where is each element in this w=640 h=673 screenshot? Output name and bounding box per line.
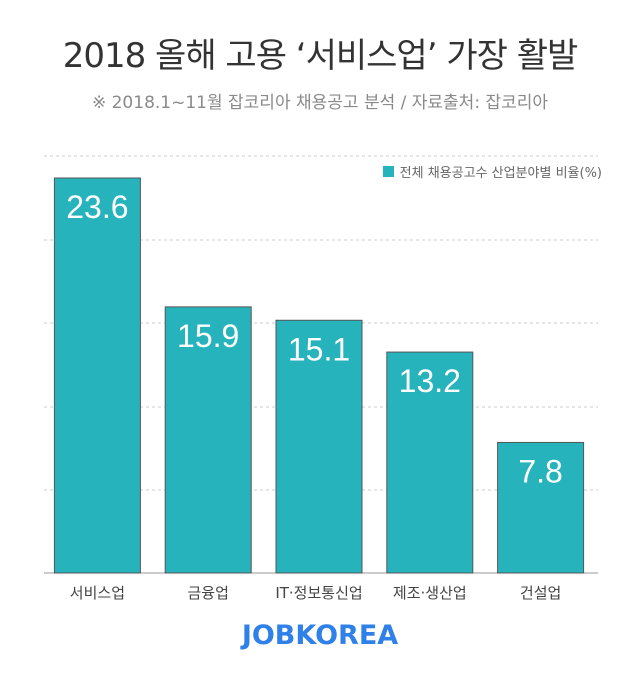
category-label: 서비스업 (70, 584, 125, 602)
category-label: IT·정보통신업 (275, 584, 362, 602)
bar-3 (275, 319, 363, 574)
bar-value-label: 15.1 (288, 331, 350, 367)
bar-value-label: 13.2 (399, 363, 461, 399)
chart-title: 2018 올해 고용 ‘서비스업’ 가장 활발 (62, 36, 579, 76)
bar-2 (164, 306, 252, 574)
bar-1 (53, 177, 141, 574)
category-labels: 서비스업 금융업 IT·정보통신업 제조·생산업 건설업 (70, 584, 562, 602)
category-label: 건설업 (520, 584, 561, 602)
bar-value-label: 15.9 (177, 318, 239, 354)
bar-5 (497, 441, 585, 574)
legend-swatch (382, 166, 394, 177)
jobkorea-logo: JOBKOREA (241, 620, 399, 651)
bar-value-label: 23.6 (66, 189, 128, 225)
bar-value-label: 7.8 (518, 453, 562, 489)
legend: 전체 채용공고수 산업분야별 비율(%) (382, 162, 602, 181)
category-label: 제조·생산업 (393, 584, 467, 602)
legend-label: 전체 채용공고수 산업분야별 비율(%) (399, 166, 602, 181)
category-label: 금융업 (187, 584, 228, 602)
bars: 23.6 15.9 15.1 13.2 7.8 (53, 177, 585, 574)
bar-4 (386, 351, 474, 574)
chart-subtitle: ※ 2018.1~11월 잡코리아 채용공고 분석 / 자료출처: 잡코리아 (91, 93, 549, 113)
